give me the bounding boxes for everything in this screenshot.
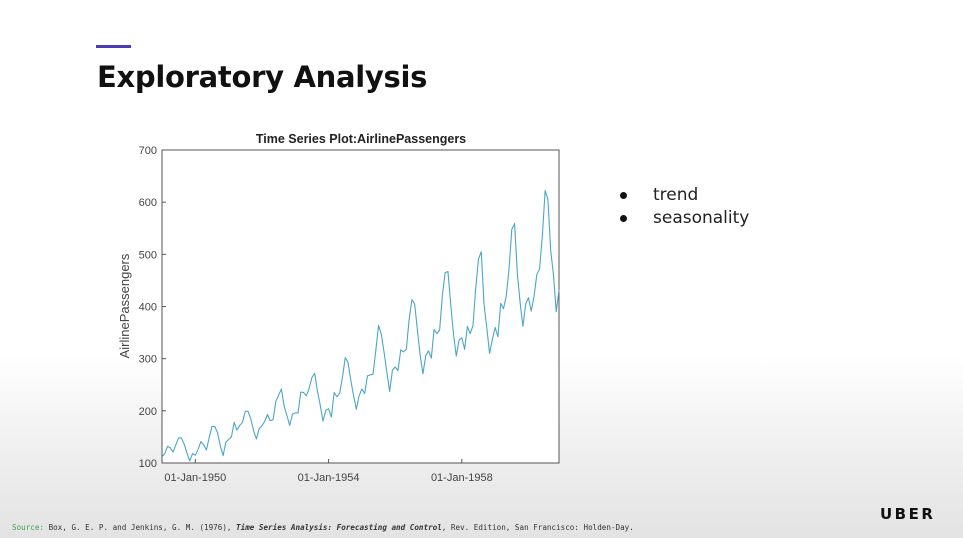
x-tick-label: 01-Jan-1954 [298,472,360,484]
y-axis: 100 200 300 400 500 600 700 [139,145,166,470]
slide-title: Exploratory Analysis [97,60,428,94]
bullet-seasonality: seasonality [618,207,749,230]
y-tick-label: 200 [139,406,157,418]
uber-logo: UBER [880,505,936,523]
x-tick-label: 01-Jan-1958 [431,472,493,484]
chart-title: Time Series Plot:AirlinePassengers [256,132,466,146]
series-line-airline-passengers [161,190,560,462]
y-tick-label: 300 [139,354,157,366]
y-axis-label: AirlinePassengers [117,253,132,358]
source-text-authors: Box, G. E. P. and Jenkins, G. M. (1976), [44,523,237,532]
y-tick-label: 600 [139,197,157,209]
y-tick-label: 700 [139,145,157,157]
source-label: Source: [12,523,45,532]
plot-frame [161,149,560,464]
source-text-publisher: , Rev. Edition, San Francisco: Holden-Da… [441,523,634,532]
x-tick-label: 01-Jan-1950 [164,472,226,484]
y-tick-label: 500 [139,249,157,261]
y-tick-label: 100 [139,458,157,470]
bullet-trend: trend [618,184,749,207]
title-accent-line [96,45,131,48]
y-tick-label: 400 [139,302,157,314]
bullet-list: trend seasonality [618,184,749,230]
source-book-title: Time Series Analysis: Forecasting and Co… [236,523,442,532]
x-axis: 01-Jan-1950 01-Jan-1954 01-Jan-1958 [164,459,493,484]
source-citation: Source: Box, G. E. P. and Jenkins, G. M.… [12,523,634,532]
